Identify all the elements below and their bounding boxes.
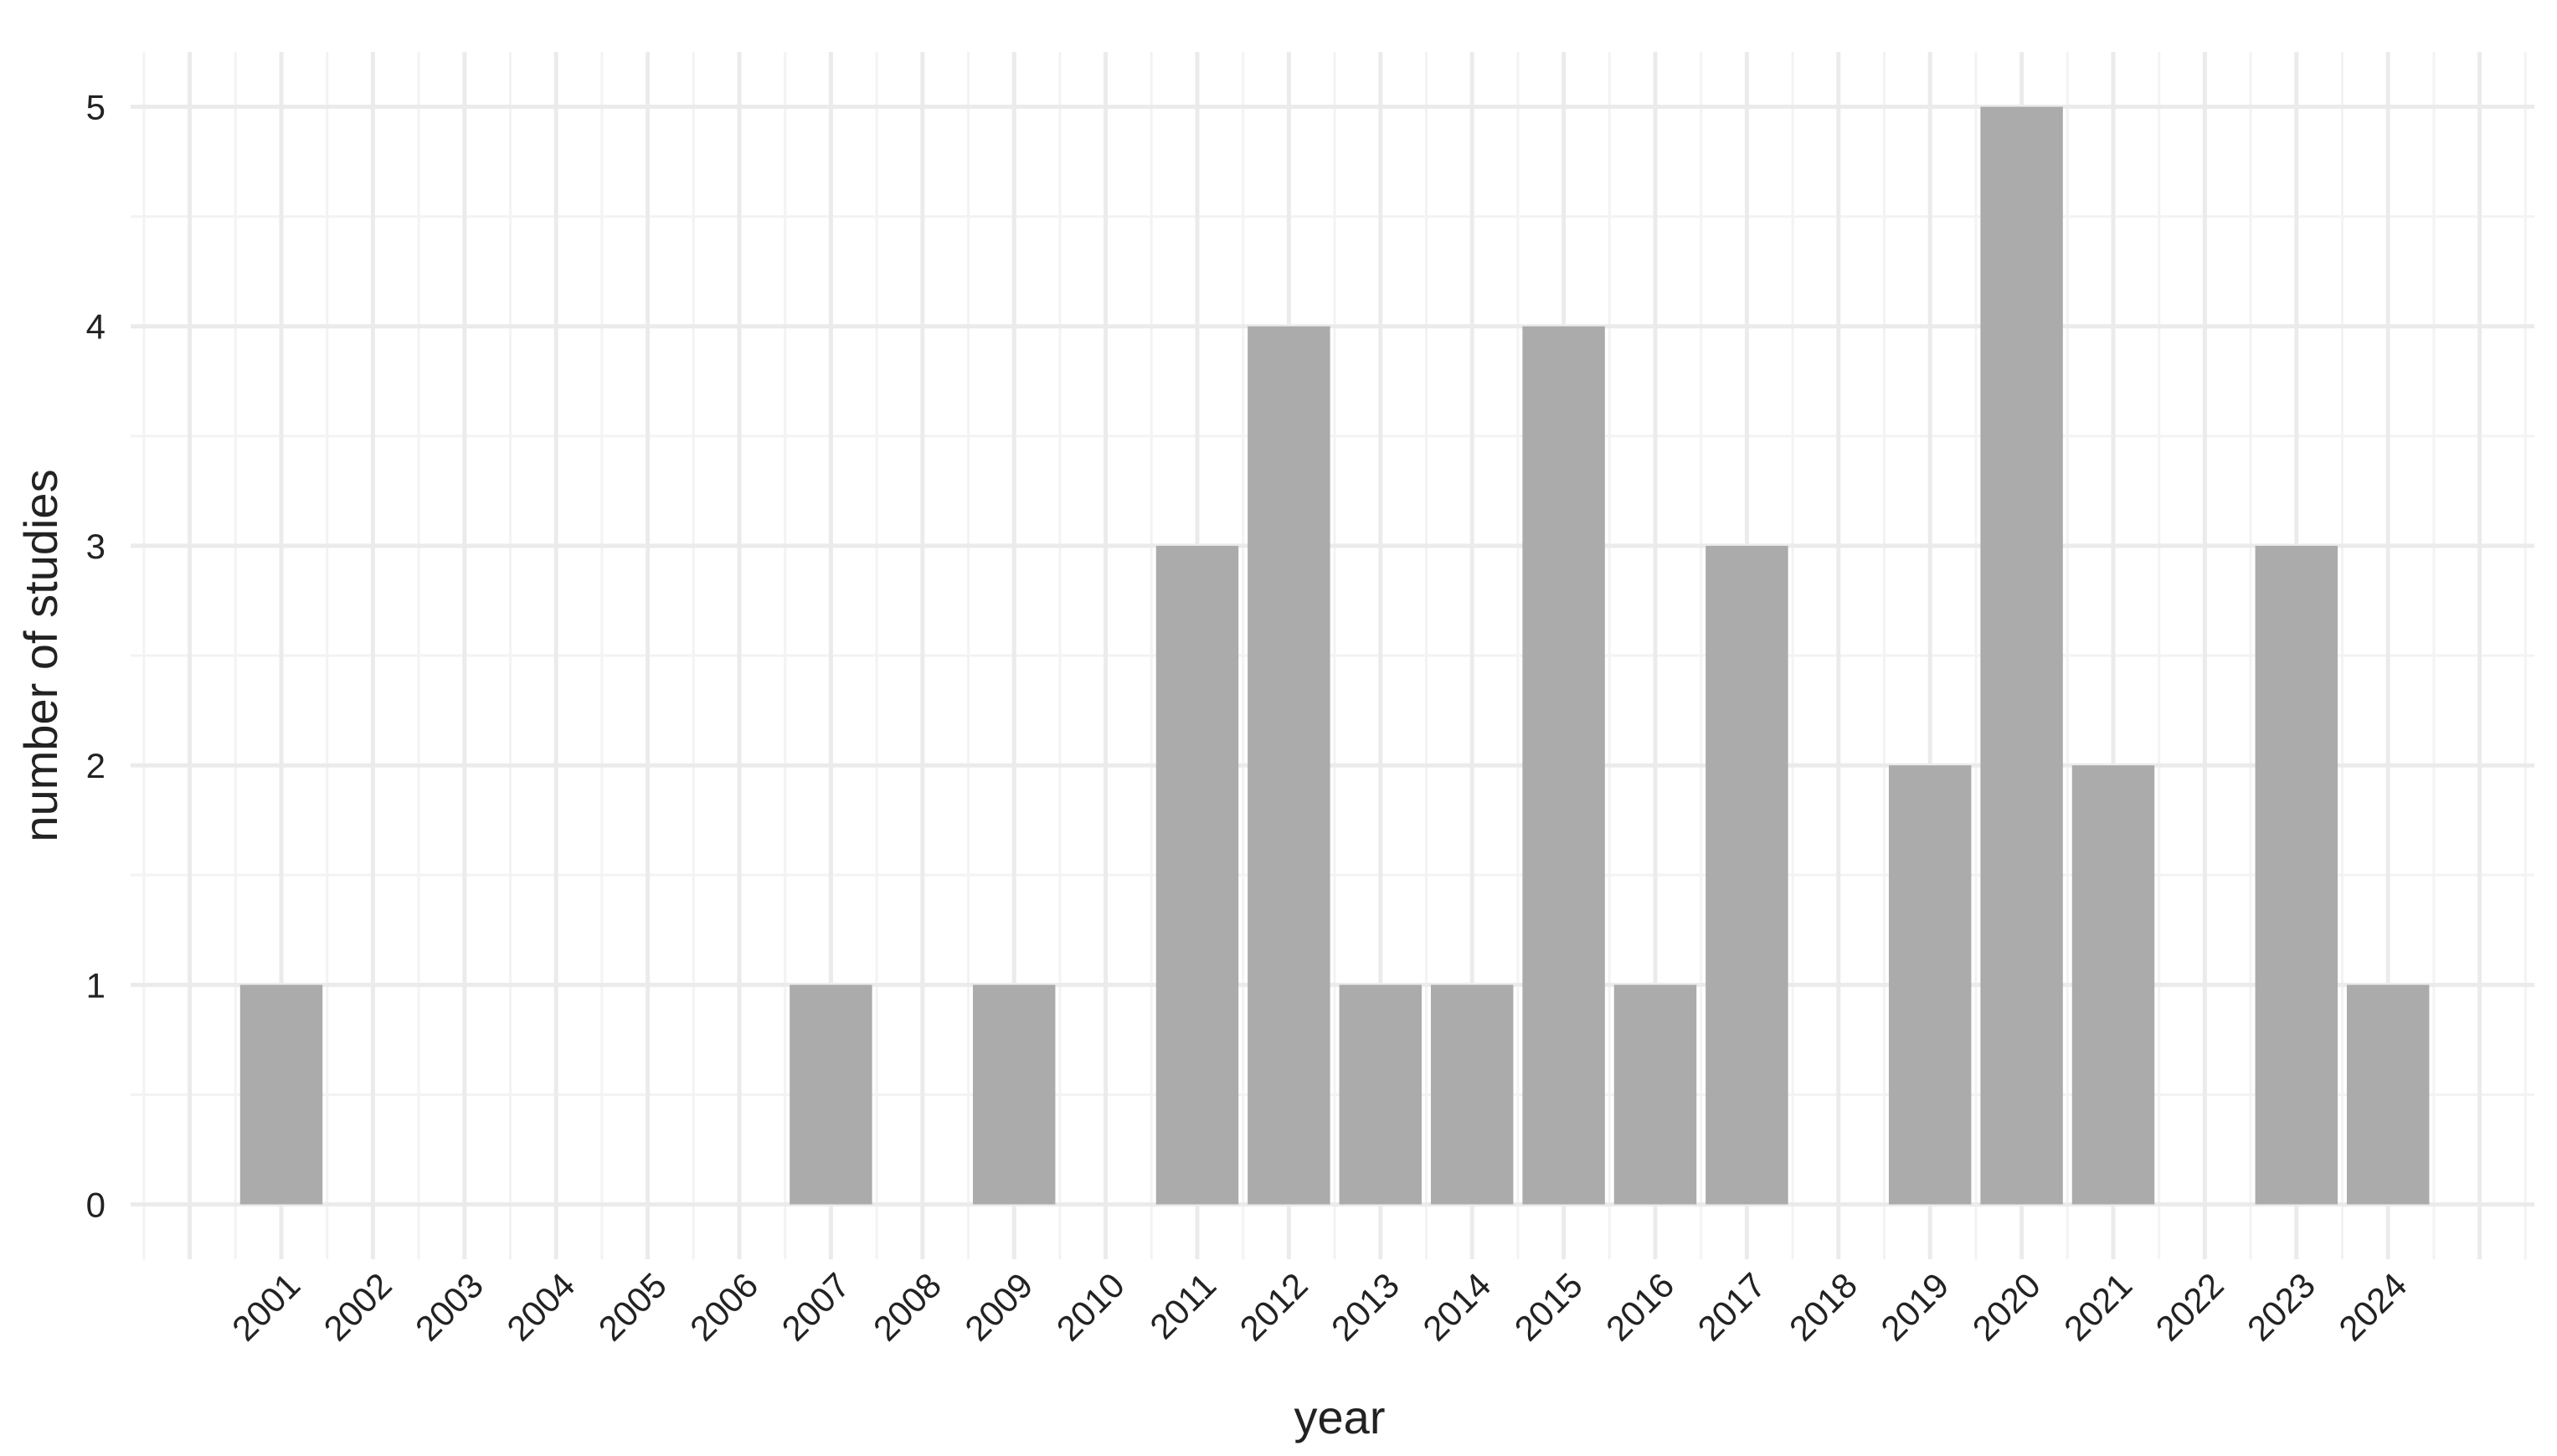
x-tick-label: 2023	[2240, 1265, 2323, 1348]
y-axis-title: number of studies	[14, 469, 67, 841]
x-tick-label: 2008	[866, 1265, 949, 1348]
bar	[1339, 985, 1423, 1205]
x-tick-label: 2003	[408, 1265, 491, 1348]
bar	[1248, 326, 1330, 1205]
bar	[2071, 765, 2155, 1205]
x-tick-label: 2018	[1782, 1265, 1865, 1348]
x-tick-label: 2024	[2331, 1265, 2414, 1348]
x-tick-label: 2002	[316, 1265, 399, 1348]
y-tick-label: 1	[86, 965, 105, 1005]
x-tick-label: 2015	[1507, 1265, 1590, 1348]
x-tick-label: 2005	[591, 1265, 674, 1348]
x-tick-label: 2013	[1324, 1265, 1407, 1348]
bar	[1888, 765, 1972, 1205]
bar	[1155, 545, 1239, 1205]
y-tick-label: 4	[86, 307, 105, 347]
bar	[972, 985, 1056, 1205]
bar	[239, 985, 323, 1205]
x-tick-label: 2004	[499, 1265, 582, 1348]
x-tick-label: 2001	[224, 1265, 307, 1348]
bar	[1980, 106, 2063, 1205]
x-tick-label: 2021	[2056, 1265, 2139, 1348]
bar	[1522, 326, 1605, 1205]
y-tick-label: 2	[86, 746, 105, 785]
y-tick-label: 0	[86, 1185, 105, 1224]
x-tick-label: 2007	[774, 1265, 857, 1348]
x-tick-label: 2011	[1142, 1265, 1223, 1346]
x-tick-label: 2022	[2148, 1265, 2230, 1348]
bar	[1430, 985, 1514, 1205]
x-axis-title: year	[1294, 1391, 1386, 1443]
x-tick-label: 2009	[957, 1265, 1040, 1348]
bar	[1706, 545, 1788, 1205]
x-tick-label: 2012	[1232, 1265, 1315, 1348]
bar	[2255, 545, 2338, 1205]
bar	[1613, 985, 1697, 1205]
y-tick-label: 5	[86, 88, 105, 127]
y-tick-label: 3	[86, 527, 105, 566]
x-tick-label: 2014	[1415, 1265, 1498, 1348]
x-tick-label: 2016	[1598, 1265, 1681, 1348]
x-tick-label: 2020	[1965, 1265, 2048, 1348]
x-tick-label: 2006	[682, 1265, 765, 1348]
bar	[2346, 985, 2430, 1205]
x-tick-label: 2017	[1690, 1265, 1772, 1348]
bar	[790, 985, 872, 1205]
x-tick-label: 2019	[1873, 1265, 1956, 1348]
x-tick-label: 2010	[1049, 1265, 1132, 1348]
